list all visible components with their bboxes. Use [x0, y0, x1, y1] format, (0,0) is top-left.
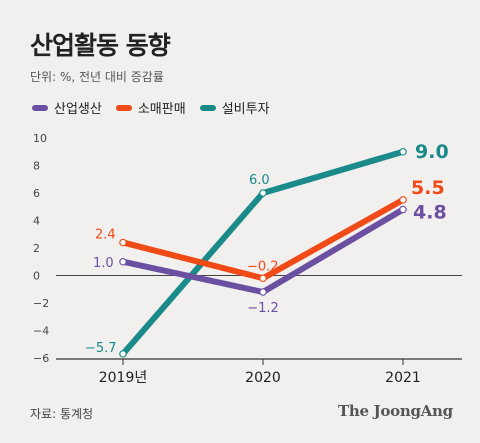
y-tick-label: 0	[33, 270, 40, 283]
y-tick-label: 4	[33, 215, 40, 228]
y-tick-label: 2	[33, 242, 40, 255]
data-point	[259, 274, 267, 283]
legend-item-investment: 설비투자	[199, 98, 270, 117]
chart-subtitle: 단위: %, 전년 대비 증감률	[30, 70, 164, 84]
data-point	[119, 350, 127, 358]
legend: 산업생산 소매판매 설비투자	[32, 98, 284, 117]
legend-swatch-retail	[115, 104, 132, 111]
x-tick-label: 2020	[245, 370, 281, 386]
y-tick-label: −6	[33, 352, 49, 365]
chart-title: 산업활동 동향	[30, 31, 171, 60]
data-label: −5.7	[85, 341, 117, 356]
legend-item-production: 산업생산	[32, 98, 102, 117]
data-label: 5.5	[411, 177, 445, 199]
data-label: 9.0	[415, 141, 449, 163]
y-tick-label: 10	[33, 132, 47, 145]
brand-logo: The JoongAng	[338, 402, 453, 420]
data-label: 1.0	[93, 256, 114, 271]
legend-label-production: 산업생산	[54, 102, 102, 117]
y-tick-label: −2	[33, 297, 49, 310]
x-tick-label: 2021	[385, 370, 421, 386]
legend-swatch-investment	[199, 104, 216, 111]
data-point	[399, 205, 407, 214]
source-note: 자료: 통계청	[30, 407, 94, 421]
y-tick-label: 8	[33, 160, 40, 173]
legend-item-retail: 소매판매	[115, 98, 186, 117]
legend-swatch-production	[32, 104, 48, 111]
data-point	[259, 288, 267, 296]
data-point	[259, 189, 267, 197]
legend-label-retail: 소매판매	[137, 102, 186, 117]
data-point	[399, 147, 407, 156]
data-label: 4.8	[413, 202, 447, 224]
data-point	[119, 257, 127, 266]
legend-label-investment: 설비투자	[221, 102, 270, 117]
data-label: −0.2	[247, 259, 279, 274]
data-label: 2.4	[95, 228, 116, 243]
data-point	[119, 238, 127, 247]
x-tick-label: 2019년	[99, 370, 148, 386]
data-point	[399, 196, 407, 204]
y-tick-label: −4	[33, 325, 49, 338]
data-label: 6.0	[249, 173, 270, 188]
data-label: −1.2	[247, 301, 279, 316]
y-tick-label: 6	[33, 187, 40, 200]
